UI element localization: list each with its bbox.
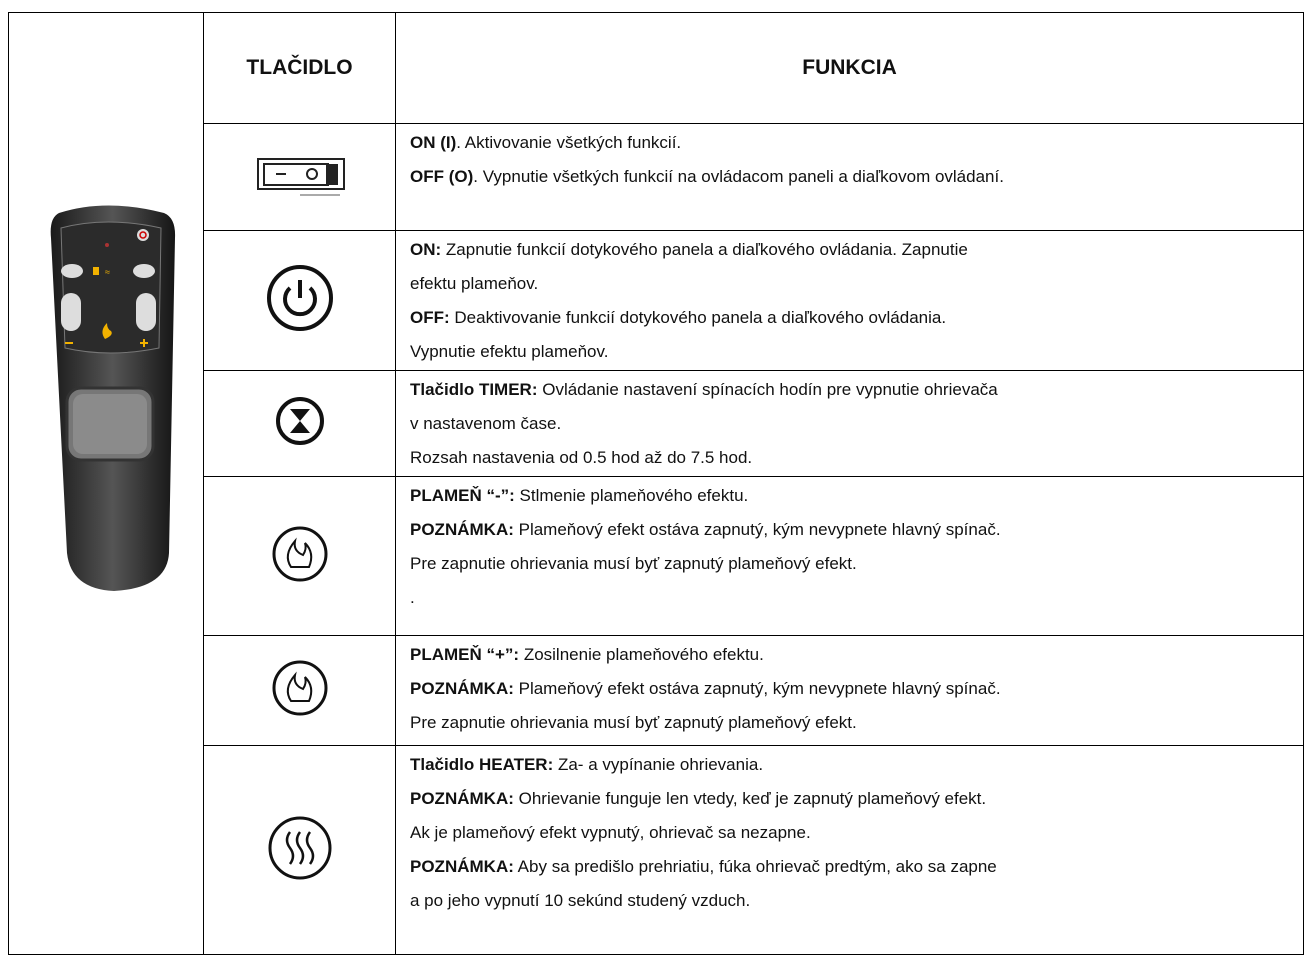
function-table: ≈ TLAČIDLO FUNKCIA ON (I). Aktivovanie v… — [8, 11, 1304, 955]
bold-label: POZNÁMKA: — [410, 678, 514, 698]
bold-label: OFF: — [410, 307, 450, 327]
text-line: ON: Zapnutie funkcií dotykového panela a… — [410, 233, 1303, 267]
text-line: Tlačidlo HEATER: Za- a vypínanie ohrieva… — [410, 748, 1303, 782]
line-text: Stlmenie plameňového efektu. — [514, 486, 749, 506]
text-line: POZNÁMKA: Plameňový efekt ostáva zapnutý… — [410, 513, 1303, 547]
text-line: Pre zapnutie ohrievania musí byť zapnutý… — [410, 706, 1303, 740]
text-line: v nastavenom čase. — [410, 407, 1303, 441]
text-line: OFF (O). Vypnutie všetkých funkcií na ov… — [410, 160, 1303, 194]
bold-label: POZNÁMKA: — [410, 857, 514, 877]
text-line: PLAMEŇ “+”: Zosilnenie plameňového efekt… — [410, 638, 1303, 672]
text-line: POZNÁMKA: Plameňový efekt ostáva zapnutý… — [410, 672, 1303, 706]
line-text: v nastavenom čase. — [410, 414, 562, 434]
function-cell: Tlačidlo TIMER: Ovládanie nastavení spín… — [395, 370, 1304, 478]
line-text: Zosilnenie plameňového efektu. — [519, 644, 764, 664]
text-line: a po jeho vypnutí 10 sekúnd studený vzdu… — [410, 884, 1303, 918]
function-cell: Tlačidlo HEATER: Za- a vypínanie ohrieva… — [395, 745, 1304, 955]
line-text: Za- a vypínanie ohrievania. — [553, 755, 764, 775]
line-text: Pre zapnutie ohrievania musí byť zapnutý… — [410, 554, 857, 574]
text-line: Rozsah nastavenia od 0.5 hod až do 7.5 h… — [410, 441, 1303, 475]
line-text: . — [410, 588, 415, 608]
header: TLAČIDLO — [203, 11, 396, 125]
text-line: Tlačidlo TIMER: Ovládanie nastavení spín… — [410, 373, 1303, 407]
header: FUNKCIA — [395, 11, 1304, 125]
line-text: efektu plameňov. — [410, 273, 539, 293]
flame-icon — [272, 660, 327, 716]
heater-icon — [268, 816, 331, 880]
text-line: OFF: Deaktivovanie funkcií dotykového pa… — [410, 301, 1303, 335]
bold-label: Tlačidlo TIMER: — [410, 380, 538, 400]
text-line: Pre zapnutie ohrievania musí byť zapnutý… — [410, 547, 1303, 581]
bold-label: PLAMEŇ “+”: — [410, 644, 520, 664]
function-cell: PLAMEŇ “-”: Stlmenie plameňového efektu.… — [395, 476, 1304, 636]
function-cell: ON (I). Aktivovanie všetkých funkcií. OFF… — [395, 123, 1304, 231]
function-cell: PLAMEŇ “+”: Zosilnenie plameňového efekt… — [395, 634, 1304, 747]
bold-label: Tlačidlo HEATER: — [410, 755, 554, 775]
line-text: Plameňový efekt ostáva zapnutý, kým nevy… — [513, 520, 1001, 540]
line-text: Ak je plameňový efekt vypnutý, ohrievač … — [410, 823, 811, 843]
line-text: Ohrievanie funguje len vtedy, keď je zap… — [513, 789, 987, 809]
text-line: PLAMEŇ “-”: Stlmenie plameňového efektu. — [410, 479, 1303, 513]
bold-label: POZNÁMKA: — [410, 789, 514, 809]
text-line: ON (I). Aktivovanie všetkých funkcií. — [410, 126, 1303, 160]
bold-label: PLAMEŇ “-”: — [410, 486, 515, 506]
line-text: Aby sa predišlo prehriatiu, fúka ohrieva… — [513, 857, 997, 877]
line-text: Plameňový efekt ostáva zapnutý, kým nevy… — [513, 678, 1001, 698]
text-line: . — [410, 581, 1303, 615]
switch-icon — [256, 157, 345, 195]
line-text: Ovládanie nastavení spínacích hodín pre … — [537, 380, 998, 400]
line-text: Vypnutie efektu plameňov. — [410, 341, 609, 361]
text-line: Ak je plameňový efekt vypnutý, ohrievač … — [410, 816, 1303, 850]
line-text: . Aktivovanie všetkých funkcií. — [456, 133, 682, 153]
line-text: Deaktivovanie funkcií dotykového panela … — [449, 307, 947, 327]
bold-label: ON (I) — [410, 133, 457, 153]
text-line: efektu plameňov. — [410, 267, 1303, 301]
timer-icon — [275, 397, 324, 446]
text-line: POZNÁMKA: Aby sa predišlo prehriatiu, fú… — [410, 850, 1303, 884]
flame-icon — [272, 526, 327, 582]
line-text: Zapnutie funkcií dotykového panela a dia… — [441, 239, 968, 259]
function-cell: ON: Zapnutie funkcií dotykového panela a… — [395, 229, 1304, 372]
power-icon — [266, 264, 333, 331]
remote-image: ≈ — [50, 205, 176, 591]
remote-cell: ≈ — [8, 12, 204, 955]
bold-label: OFF (O) — [410, 167, 474, 187]
bold-label: POZNÁMKA: — [410, 520, 514, 540]
bold-label: ON: — [410, 239, 442, 259]
line-text: . Vypnutie všetkých funkcií na ovládacom… — [473, 167, 1004, 187]
line-text: Pre zapnutie ohrievania musí byť zapnutý… — [410, 712, 857, 732]
line-text: a po jeho vypnutí 10 sekúnd studený vzdu… — [410, 891, 751, 911]
line-text: Rozsah nastavenia od 0.5 hod až do 7.5 h… — [410, 448, 753, 468]
svg-text:≈: ≈ — [105, 267, 110, 277]
text-line: POZNÁMKA: Ohrievanie funguje len vtedy, … — [410, 782, 1303, 816]
text-line: Vypnutie efektu plameňov. — [410, 335, 1303, 369]
